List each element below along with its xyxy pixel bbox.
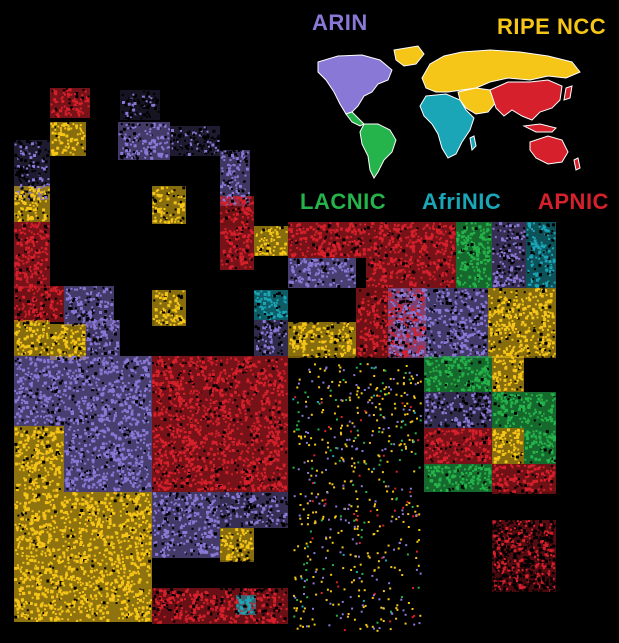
- region-north-america-arin: [317, 54, 393, 115]
- region-new-zealand: [573, 157, 581, 171]
- region-south-america-lacnic: [359, 123, 397, 179]
- region-madagascar: [469, 135, 477, 152]
- world-map-legend: [317, 45, 581, 179]
- label-ripe-ncc: RIPE NCC: [497, 14, 607, 39]
- region-africa-afrinic: [419, 93, 475, 159]
- region-europe-russia-ripe: [421, 49, 581, 93]
- region-asia-apnic: [489, 79, 563, 121]
- region-australia: [529, 135, 569, 165]
- label-afrinic: AfriNIC: [422, 189, 502, 214]
- region-japan: [563, 85, 573, 101]
- label-arin: ARIN: [312, 10, 368, 35]
- region-greenland: [393, 45, 425, 67]
- label-lacnic: LACNIC: [300, 189, 387, 214]
- allocation-block: [14, 88, 34, 128]
- allocation-speckle: [14, 88, 556, 636]
- region-indonesia: [522, 123, 557, 133]
- label-apnic: APNIC: [538, 189, 609, 214]
